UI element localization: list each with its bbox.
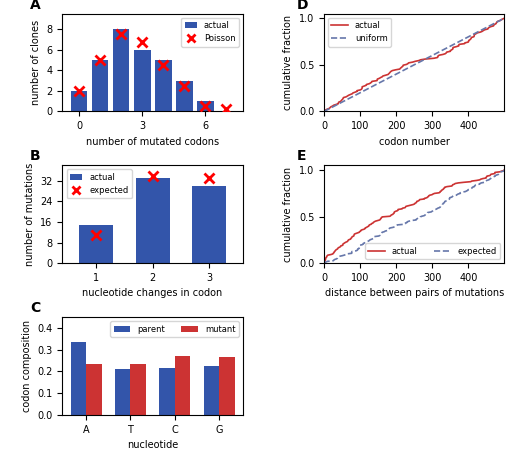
X-axis label: distance between pairs of mutations: distance between pairs of mutations [324,289,504,299]
Bar [131,364,146,415]
actual [357,87,363,92]
Bar [192,186,226,263]
expected [355,246,361,252]
Line: expected: expected [324,170,504,263]
actual [444,50,450,55]
Y-axis label: cumulative fraction: cumulative fraction [283,167,293,262]
Bar [203,366,219,415]
Text: D: D [297,0,308,12]
actual [322,258,329,263]
actual [334,246,341,252]
Y-axis label: cumulative fraction: cumulative fraction [283,15,293,110]
actual [369,78,375,84]
Bar [115,369,131,415]
Bar [155,60,172,111]
actual [346,237,352,243]
Y-axis label: number of mutations: number of mutations [25,163,35,266]
Bar [175,356,190,415]
Bar [136,178,170,263]
Bar [71,342,86,415]
Text: B: B [30,149,41,163]
Bar [80,225,113,263]
Y-axis label: codon composition: codon composition [22,320,32,412]
actual [321,109,327,114]
actual [358,228,364,234]
Bar [92,60,109,111]
actual [501,15,508,21]
uniform [501,15,508,21]
expected [382,228,388,234]
Bar [176,81,192,111]
Bar [71,91,87,111]
uniform [492,20,499,26]
X-axis label: nucleotide: nucleotide [127,440,178,450]
X-axis label: codon number: codon number [379,137,450,147]
uniform [321,109,327,114]
Legend: parent, mutant: parent, mutant [110,321,239,337]
uniform [486,23,492,29]
uniform [332,103,338,109]
X-axis label: nucleotide changes in codon: nucleotide changes in codon [83,289,223,299]
Text: A: A [30,0,41,12]
Line: uniform: uniform [324,18,504,111]
uniform [355,92,361,97]
Legend: actual, Poisson: actual, Poisson [181,18,239,46]
Line: actual: actual [324,170,504,263]
Legend: actual, uniform: actual, uniform [328,18,391,46]
Legend: actual, expected: actual, expected [67,170,132,198]
expected [443,198,449,203]
expected [331,258,337,263]
X-axis label: number of mutated codons: number of mutated codons [86,137,219,147]
Legend: actual, expected: actual, expected [365,244,500,259]
expected [367,237,373,243]
Bar [197,101,214,111]
uniform [369,84,375,89]
uniform [328,105,334,110]
expected [501,167,508,173]
Line: actual: actual [324,18,504,111]
Y-axis label: number of clones: number of clones [31,20,41,105]
Bar [86,364,101,415]
Bar [219,357,235,415]
Text: E: E [297,149,306,163]
Bar [159,368,175,415]
actual [495,18,501,24]
Bar [113,29,129,111]
actual [490,23,497,28]
actual [415,58,422,63]
actual [321,261,327,266]
expected [441,200,447,205]
actual [413,200,419,205]
expected [321,261,327,266]
Bar [134,50,150,111]
Text: C: C [30,301,40,315]
actual [415,198,422,203]
actual [501,167,508,173]
